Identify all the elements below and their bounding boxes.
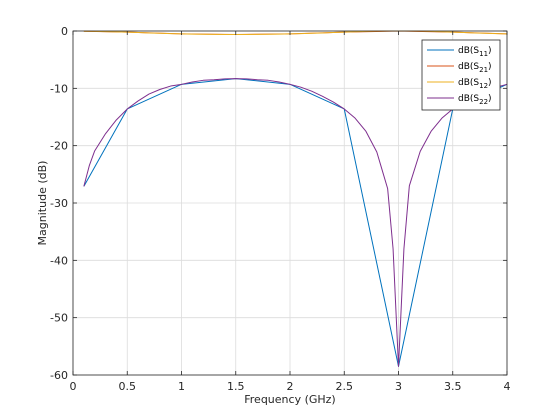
x-tick-label: 0 [70, 380, 77, 393]
y-tick-label: -10 [50, 82, 68, 95]
y-tick-label: -30 [50, 197, 68, 210]
ticks: 0 0.5 1 1.5 2 2.5 3 3.5 4 0 -10 -20 -30 -40 -50 -60 [50, 25, 510, 393]
y-tick-label: -20 [50, 140, 68, 153]
legend: dB(S11) dB(S21) dB(S12) dB(S22) [421, 39, 501, 111]
y-tick-label: -60 [50, 369, 68, 382]
legend-label: dB(S11) [458, 46, 492, 58]
x-tick-label: 4 [504, 380, 511, 393]
series-line-dbs12 [83, 30, 508, 35]
y-tick-label: -40 [50, 254, 68, 267]
y-axis-label: Magnitude (dB) [36, 161, 49, 246]
x-tick-label: 1 [178, 380, 185, 393]
x-axis-label: Frequency (GHz) [244, 393, 335, 406]
y-tick-label: 0 [61, 25, 68, 38]
x-tick-label: 3 [395, 380, 402, 393]
x-tick-label: 3.5 [444, 380, 462, 393]
legend-label: dB(S21) [458, 62, 492, 74]
series-line-dbs22 [83, 78, 508, 367]
y-tick-label: -50 [50, 312, 68, 325]
x-tick-label: 0.5 [119, 380, 137, 393]
legend-item: dB(S11) [427, 46, 492, 58]
legend-label: dB(S22) [458, 94, 492, 106]
x-tick-label: 2.5 [336, 380, 354, 393]
legend-label: dB(S12) [458, 78, 492, 90]
legend-item: dB(S12) [427, 78, 492, 90]
legend-item: dB(S22) [427, 94, 492, 106]
x-tick-label: 1.5 [227, 380, 245, 393]
legend-item: dB(S21) [427, 62, 492, 74]
x-tick-label: 2 [287, 380, 294, 393]
